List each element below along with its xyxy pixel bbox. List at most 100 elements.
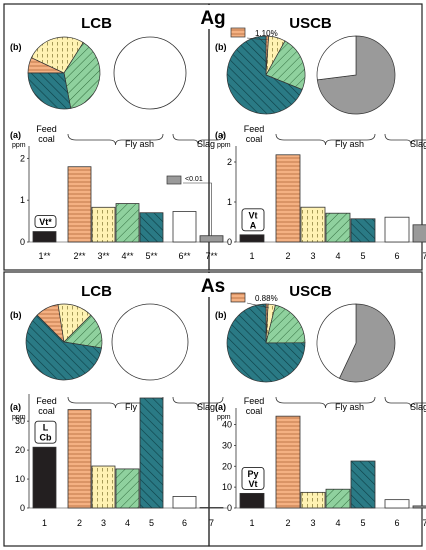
y-tick-label: 2 — [20, 153, 25, 163]
x-tick-label: 2 — [285, 518, 290, 528]
annotation-swatch — [230, 27, 246, 38]
x-tick-label: 5 — [149, 518, 154, 528]
pie-fly-ash — [25, 303, 103, 381]
annotation-leader — [246, 302, 270, 309]
bar-1 — [32, 446, 57, 509]
x-tick-label: 3 — [310, 518, 315, 528]
pie-slag-slice-white — [111, 303, 189, 381]
bar-1 — [32, 231, 57, 243]
bar-5 — [139, 212, 164, 243]
bar-3 — [300, 491, 326, 509]
feed-coal-label-2: coal — [38, 134, 55, 144]
x-tick-label: 1 — [249, 518, 254, 528]
slag-brace — [384, 133, 426, 146]
x-tick-label: 2 — [285, 251, 290, 261]
x-tick-label: 6** — [178, 251, 191, 261]
fly-ash-label: Fly ash — [125, 402, 154, 412]
x-tick-label: 7 — [422, 251, 426, 261]
bar-3 — [91, 206, 116, 243]
label-a: (a) — [10, 130, 21, 140]
x-tick-label: 2 — [77, 518, 82, 528]
x-tick-label: 1** — [38, 251, 51, 261]
x-tick-label: 7** — [205, 251, 218, 261]
fly-ash-brace — [275, 396, 376, 409]
mineral-label: L — [43, 423, 49, 433]
x-tick-label: 5 — [360, 251, 365, 261]
bar-6 — [384, 499, 410, 509]
x-tick-label: 6 — [394, 251, 399, 261]
annotation-label: 1.10% — [255, 29, 278, 38]
x-tick-label: 5** — [145, 251, 158, 261]
slag-label: Slag — [197, 402, 215, 412]
mineral-label: Py — [247, 469, 258, 479]
bar-2 — [67, 166, 92, 243]
bar-7 — [412, 505, 426, 509]
x-tick-label: 3 — [310, 251, 315, 261]
y-tick-label: 0 — [20, 503, 25, 513]
pie-slag-slice-white — [316, 35, 357, 81]
pie-fly-ash — [226, 35, 306, 115]
bar-4 — [325, 488, 351, 509]
slag-label: Slag — [410, 139, 426, 149]
label-b: (b) — [10, 42, 22, 52]
x-tick-label: 5 — [360, 518, 365, 528]
slag-brace — [172, 396, 224, 409]
pie-slag — [316, 35, 396, 115]
feed-coal-label-1: Feed — [36, 396, 57, 406]
bar-5 — [350, 218, 376, 243]
bar-3 — [300, 206, 326, 243]
annotation-leader — [183, 182, 212, 236]
y-tick-label: 10 — [15, 474, 25, 484]
pie-fly-ash-slice-yellow — [30, 36, 84, 74]
panel-frame-bottom-right — [208, 271, 423, 547]
mineral-label: A — [250, 220, 257, 230]
annotation-leader — [246, 37, 270, 41]
x-tick-label: 3 — [101, 518, 106, 528]
fly-ash-brace — [275, 133, 376, 146]
slag-brace — [384, 396, 426, 409]
x-tick-label: 7 — [422, 518, 426, 528]
feed-coal-label-1: Feed — [244, 396, 265, 406]
mineral-box — [34, 215, 57, 228]
pie-fly-ash-slice-teal — [25, 314, 102, 381]
pie-fly-ash — [27, 36, 101, 110]
unit-label: ppm — [12, 414, 26, 421]
bar-5 — [350, 460, 376, 509]
bar-3 — [91, 465, 116, 509]
fly-ash-brace — [67, 133, 164, 146]
unit-label: ppm — [217, 142, 231, 149]
bar-4 — [325, 212, 351, 243]
fly-ash-label: Fly ash — [125, 139, 154, 149]
x-tick-label: 4 — [335, 518, 340, 528]
y-tick-label: 0 — [20, 237, 25, 247]
element-label-box-bottom — [196, 273, 232, 297]
x-tick-label: 4 — [335, 251, 340, 261]
label-a: (a) — [215, 130, 226, 140]
bar-2 — [275, 154, 301, 243]
pie-slag — [113, 36, 187, 110]
panel-frame-top-right — [208, 3, 423, 271]
pie-slag — [316, 303, 396, 383]
annotation-swatch — [230, 292, 246, 303]
mineral-label: Vt* — [39, 217, 52, 227]
x-tick-label: 4** — [121, 251, 134, 261]
label-a: (a) — [10, 402, 21, 412]
panel-title: LCB — [81, 15, 112, 32]
feed-coal-label-1: Feed — [36, 124, 57, 134]
panel-title: LCB — [81, 283, 112, 300]
fly-ash-label: Fly ash — [335, 139, 364, 149]
pie-fly-ash-slice-teal — [226, 35, 303, 115]
pie-slag-slice-gray — [338, 303, 396, 383]
bar-6 — [172, 211, 197, 243]
bar-1 — [239, 492, 265, 509]
bar-2 — [67, 409, 92, 509]
bar-7 — [199, 507, 224, 509]
annotation-label: 0.88% — [255, 294, 278, 303]
slag-label: Slag — [410, 402, 426, 412]
bar-2 — [275, 415, 301, 509]
y-tick-label: 1 — [20, 195, 25, 205]
x-tick-label: 1 — [249, 251, 254, 261]
pie-fly-ash-slice-teal — [27, 72, 72, 110]
